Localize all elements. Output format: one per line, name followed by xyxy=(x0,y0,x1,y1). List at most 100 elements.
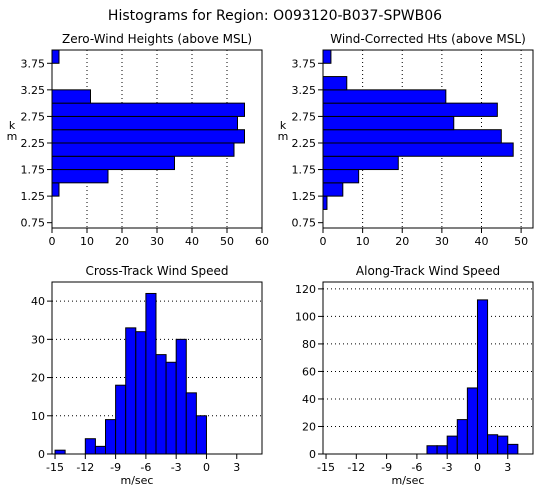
x-tick-label: 3 xyxy=(233,461,240,474)
y-tick-label: 80 xyxy=(302,338,316,351)
histogram-bar xyxy=(322,182,344,197)
histogram-bar xyxy=(456,419,468,455)
y-tick-label: 1.25 xyxy=(292,190,317,203)
histogram-bar xyxy=(105,419,117,455)
panel-title: Wind-Corrected Hts (above MSL) xyxy=(330,32,526,46)
x-tick-label: -15 xyxy=(317,461,335,474)
histogram-bar xyxy=(145,292,157,455)
histogram-bar xyxy=(322,102,498,117)
histogram-bar xyxy=(94,445,107,455)
x-tick-label: 40 xyxy=(474,235,488,248)
y-tick-label: 2.75 xyxy=(21,110,46,123)
panel-along-track: Along-Track Wind Speed -15 -12 -9 -6 -3 0 3 0 20 4… xyxy=(295,264,534,487)
histogram-bar xyxy=(322,129,502,144)
x-tick-label: 10 xyxy=(80,235,94,248)
x-tick-label: 20 xyxy=(115,235,129,248)
histogram-bar xyxy=(476,299,489,455)
histogram-bar xyxy=(322,195,328,210)
x-tick-label: 0 xyxy=(474,461,481,474)
histogram-bar xyxy=(175,338,187,455)
plot-frame xyxy=(322,281,534,455)
x-tick-label: -9 xyxy=(110,461,121,474)
x-tick-label: 50 xyxy=(514,235,528,248)
plot-frame xyxy=(51,281,263,455)
histogram-bar xyxy=(322,89,447,104)
x-tick-label: 0 xyxy=(320,235,327,248)
y-tick-label: 20 xyxy=(302,420,316,433)
y-tick-label: 20 xyxy=(31,372,45,385)
y-tick-label: 30 xyxy=(31,333,45,346)
histogram-bar xyxy=(51,182,60,197)
y-tick-label: 40 xyxy=(302,393,316,406)
plot-frame xyxy=(322,49,534,229)
histogram-bar xyxy=(446,435,458,455)
y-tick-label: 1.75 xyxy=(292,164,317,177)
histogram-bar xyxy=(322,169,360,184)
y-tick-label: 0.75 xyxy=(292,217,317,230)
y-tick-label: 3.25 xyxy=(21,84,46,97)
panel-wind-corrected: Wind-Corrected Hts (above MSL) 0 10 20 30 40 5… xyxy=(278,32,534,248)
histogram-bar xyxy=(195,415,207,455)
y-tick-label: 40 xyxy=(31,295,45,308)
y-tick-label: 10 xyxy=(31,410,45,423)
histogram-bar xyxy=(466,387,478,455)
x-tick-label: 40 xyxy=(185,235,199,248)
y-tick-label: 100 xyxy=(295,310,316,323)
histogram-bar xyxy=(51,155,175,171)
y-tick-label: 2.25 xyxy=(21,137,46,150)
y-tick-label: 2.25 xyxy=(292,137,317,150)
histogram-bar xyxy=(426,445,438,455)
x-tick-label: -3 xyxy=(442,461,453,474)
x-tick-label: -9 xyxy=(381,461,392,474)
histogram-bar xyxy=(497,435,509,455)
histogram-bar xyxy=(322,115,455,131)
panels-group: Zero-Wind Heights (above MSL)0 10 20 30 40 50… xyxy=(7,32,534,487)
histogram-bar xyxy=(51,49,60,64)
x-tick-label: 10 xyxy=(356,235,370,248)
panel-cross-track: Cross-Track Wind Speed-15 -12 -9 -6 -3 0 30102… xyxy=(31,264,263,487)
x-axis-label: m/sec xyxy=(121,474,154,487)
histogram-bar xyxy=(51,115,238,131)
y-tick-label: 3.75 xyxy=(21,57,46,70)
histogram-bar xyxy=(155,354,167,455)
histogram-bar xyxy=(125,327,137,455)
histogram-bar xyxy=(135,331,147,455)
histogram-bar xyxy=(51,102,245,117)
y-tick-label: 0 xyxy=(309,448,316,461)
x-tick-label: 20 xyxy=(395,235,409,248)
histogram-bar xyxy=(165,361,177,455)
histogram-bar xyxy=(185,392,197,455)
histogram-bar xyxy=(322,49,332,64)
y-tick-label: 2.75 xyxy=(292,110,317,123)
x-tick-label: 30 xyxy=(435,235,449,248)
y-tick-label: 3.25 xyxy=(292,84,317,97)
x-tick-label: -3 xyxy=(171,461,182,474)
panel-title: Cross-Track Wind Speed xyxy=(86,264,229,278)
histogram-bar xyxy=(54,449,66,455)
x-tick-label: 60 xyxy=(255,235,269,248)
y-tick-label: 3.75 xyxy=(292,57,317,70)
histogram-bar xyxy=(507,443,519,455)
panel-title: Zero-Wind Heights (above MSL) xyxy=(62,32,252,46)
histogram-bar xyxy=(487,434,499,455)
histogram-bar xyxy=(322,155,399,171)
histogram-bar xyxy=(84,438,96,455)
y-tick-label: 60 xyxy=(302,365,316,378)
y-tick-label: 120 xyxy=(295,283,316,296)
x-tick-label: -15 xyxy=(46,461,64,474)
histogram-bar xyxy=(51,129,245,144)
x-tick-label: 0 xyxy=(49,235,56,248)
x-tick-label: 30 xyxy=(150,235,164,248)
x-tick-label: -12 xyxy=(347,461,365,474)
histogram-bar xyxy=(436,445,448,455)
histogram-bar xyxy=(51,169,109,184)
panel-zero-wind: Zero-Wind Heights (above MSL) 0 10 20 30 40 50… xyxy=(7,32,269,248)
x-axis-label: m/sec xyxy=(392,474,425,487)
x-tick-label: -6 xyxy=(140,461,151,474)
x-tick-label: 3 xyxy=(504,461,511,474)
x-tick-label: 0 xyxy=(203,461,210,474)
